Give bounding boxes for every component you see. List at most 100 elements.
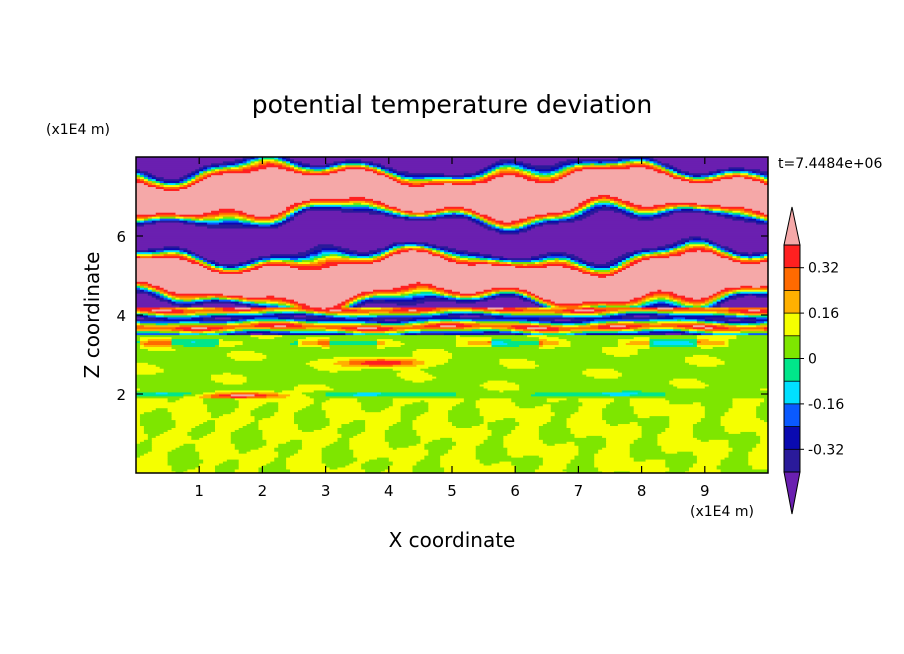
contour-cell (617, 255, 627, 259)
contour-cell (499, 166, 508, 170)
contour-cell (234, 162, 240, 166)
contour-cell (515, 168, 520, 172)
contour-cell (341, 305, 346, 308)
contour-cell (665, 168, 670, 172)
contour-cell (523, 295, 528, 298)
contour-cell (475, 403, 516, 407)
contour-cell (503, 315, 563, 318)
contour-cell (475, 210, 563, 213)
contour-cell (278, 453, 295, 456)
contour-cell (692, 435, 761, 438)
contour-cell (617, 206, 623, 209)
contour-cell (420, 281, 768, 284)
contour-cell (744, 316, 757, 320)
contour-cell (424, 247, 429, 251)
contour-cell (195, 224, 244, 227)
contour-cell (637, 392, 666, 395)
contour-cell (649, 157, 654, 160)
contour-cell (404, 330, 409, 334)
contour-cell (538, 299, 544, 302)
contour-cell (147, 291, 153, 294)
contour-cell (361, 305, 540, 308)
contour-cell (582, 269, 587, 272)
contour-cell (357, 293, 366, 296)
contour-cell (203, 176, 208, 180)
contour-cell (487, 427, 516, 430)
contour-cell (361, 407, 386, 411)
contour-cell (238, 297, 247, 300)
contour-cell (317, 257, 326, 261)
contour-cell (716, 465, 753, 468)
contour-cell (590, 305, 599, 308)
contour-cell (594, 261, 607, 265)
contour-cell (365, 427, 390, 430)
contour-cell (337, 263, 469, 267)
contour-cell (416, 285, 429, 288)
contour-cell (708, 305, 714, 308)
contour-cell (503, 364, 540, 367)
contour-cell (139, 340, 149, 344)
contour-cell (167, 407, 208, 411)
contour-cell (175, 421, 204, 425)
contour-cell (720, 299, 725, 302)
contour-cell (487, 228, 496, 231)
contour-cell (617, 202, 623, 205)
contour-cell (274, 449, 299, 452)
contour-cell (602, 415, 639, 419)
contour-cell (704, 245, 710, 249)
contour-cell (175, 419, 208, 423)
contour-cell (266, 443, 279, 446)
contour-cell (136, 236, 690, 239)
contour-cell (254, 160, 259, 164)
contour-cell (661, 214, 670, 217)
contour-cell (290, 160, 295, 164)
contour-cell (373, 168, 378, 172)
contour-cell (215, 467, 240, 470)
contour-cell (373, 160, 496, 164)
contour-cell (578, 204, 583, 207)
contour-cell (542, 220, 548, 223)
contour-cell (191, 251, 196, 255)
contour-cell (258, 469, 291, 472)
contour-cell (633, 160, 646, 164)
contour-cell (685, 326, 694, 330)
contour-cell (448, 413, 481, 417)
contour-cell (147, 218, 153, 221)
contour-cell (720, 251, 725, 255)
contour-cell (700, 305, 706, 308)
contour-cell (704, 409, 729, 413)
contour-cell (143, 222, 157, 225)
contour-cell (230, 316, 244, 320)
contour-cell (250, 170, 295, 174)
contour-cell (760, 401, 768, 405)
contour-cell (155, 311, 184, 314)
contour-cell (290, 265, 330, 269)
contour-cell (467, 340, 488, 344)
contour-cell (558, 326, 599, 330)
contour-cell (621, 210, 627, 213)
contour-cell (428, 180, 473, 184)
contour-cell (440, 291, 445, 294)
contour-cell (384, 164, 488, 168)
contour-cell (586, 269, 591, 272)
contour-cell (704, 318, 714, 322)
contour-cell (728, 443, 757, 446)
contour-cell (167, 463, 200, 466)
contour-cell (499, 170, 520, 174)
contour-cell (586, 210, 591, 213)
contour-cell (657, 247, 666, 251)
contour-cell (712, 249, 718, 253)
contour-cell (448, 259, 457, 263)
contour-cell (274, 447, 303, 450)
contour-cell (546, 255, 567, 259)
contour-cell (325, 399, 358, 403)
contour-cell (155, 293, 161, 296)
contour-cell (708, 243, 714, 247)
contour-cell (637, 303, 642, 306)
contour-cell (317, 261, 326, 265)
contour-cell (554, 162, 563, 166)
contour-cell (254, 220, 275, 223)
contour-cell (384, 437, 421, 440)
contour-cell (637, 251, 642, 255)
contour-cell (657, 158, 768, 162)
